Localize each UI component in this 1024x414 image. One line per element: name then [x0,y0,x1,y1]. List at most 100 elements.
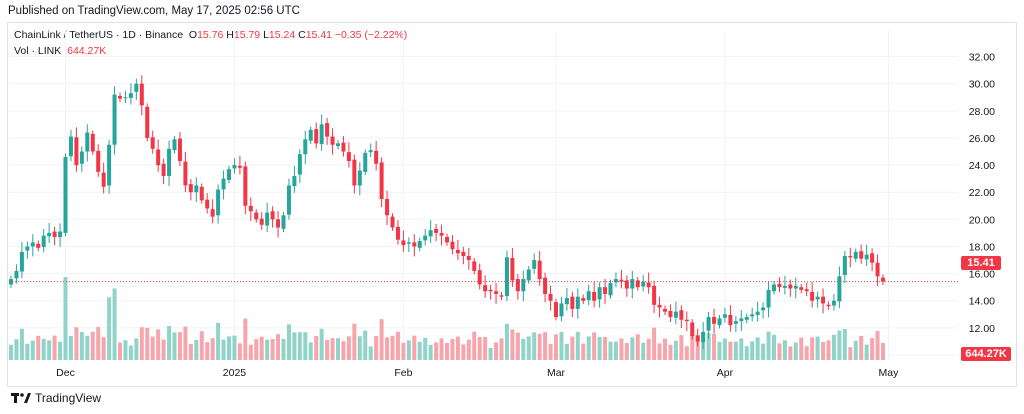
candle-body [259,218,264,225]
volume-bar [744,346,749,360]
symbol-title[interactable]: ChainLink / TetherUS · 1D · Binance [14,29,184,41]
candle-body [777,283,782,288]
candle-body [870,253,875,263]
candle-body [543,277,548,294]
tradingview-brand[interactable]: TradingView [11,391,101,405]
volume-bar [41,338,46,360]
candle-body [483,285,488,292]
y-tick-label: 28.00 [969,106,995,118]
volume-bar [652,327,657,360]
y-tick-label: 12.00 [969,323,995,335]
candle-body [804,289,809,292]
volume-bar [341,341,346,360]
volume-bar [788,346,793,360]
volume-bar [248,344,253,360]
high-label: H [226,29,234,41]
candle-body [254,212,259,220]
candle-body [276,219,281,228]
candle-body [390,216,395,228]
candle-body [712,317,717,324]
candle-body [608,283,613,296]
volume-bar [646,338,651,360]
volume-bar [657,343,662,360]
candle-body [603,287,608,294]
candle-body [385,199,390,216]
published-note: Published on TradingView.com, May 17, 20… [8,5,300,17]
y-tick-label: 20.00 [969,214,995,226]
volume-bar [139,327,144,360]
candle-body [439,232,444,236]
candle-body [227,169,231,181]
candle-body [36,243,41,248]
y-tick-label: 24.00 [969,160,995,172]
candle-body [821,296,826,304]
candle-body [19,251,24,272]
candle-body [461,251,466,256]
y-tick-label: 16.00 [969,269,995,281]
candle-body [41,235,46,248]
volume-bar [684,346,689,360]
volume-bar [673,340,678,360]
candle-body [744,317,749,320]
volume-bar [303,332,308,360]
candle-body [243,166,248,206]
volume-bar [853,340,858,360]
volume-bar [199,331,204,360]
volume-bar [14,339,19,360]
volume-bar [221,339,226,360]
candle-body [717,318,722,326]
volume-bar [107,297,112,360]
volume-label[interactable]: Vol · LINK [14,45,62,57]
volume-bar [145,327,150,360]
volume-bar [537,333,542,360]
candle-body [826,304,831,307]
candle-body [292,175,297,187]
candle-body [842,255,847,275]
candle-body [270,211,275,220]
candle-body [690,322,695,337]
candle-body [232,165,237,169]
volume-bar [401,342,406,360]
volume-bar [608,341,613,360]
candle-body [167,148,172,176]
candle-body [445,236,449,243]
candle-body [352,159,357,186]
volume-bar [30,340,35,360]
candle-body [706,317,711,331]
candle-body [90,133,95,152]
volume-bar [515,332,520,360]
candle-body [47,232,52,237]
candle-body [799,287,804,290]
volume-bar [777,343,782,360]
candle-body [859,251,864,259]
candle-body [837,276,842,302]
volume-bar [592,332,597,360]
volume-legend: Vol · LINK 644.27K [14,45,106,57]
candle-body [586,291,591,301]
volume-bar [679,335,684,360]
candle-body [303,139,308,155]
candle-body [504,257,509,296]
volume-bar [630,337,635,360]
candle-body [554,302,558,318]
candle-body [684,319,689,322]
volume-bar [831,334,836,360]
volume-bar [232,335,237,360]
x-tick-label: Apr [717,367,734,379]
volume-bar [772,334,776,360]
candle-body [123,97,128,99]
volume-bar [237,343,242,360]
candle-body [494,291,499,294]
volume-bar [701,340,706,360]
candle-body [663,308,667,312]
y-tick-label: 22.00 [969,187,995,199]
candle-body [668,310,673,318]
candle-body [101,172,106,187]
volume-bar [227,336,231,360]
volume-bar [188,344,193,360]
volume-bar [766,331,771,360]
y-tick-label: 18.00 [969,241,995,253]
candle-body [548,293,553,301]
candle-body [772,284,776,292]
